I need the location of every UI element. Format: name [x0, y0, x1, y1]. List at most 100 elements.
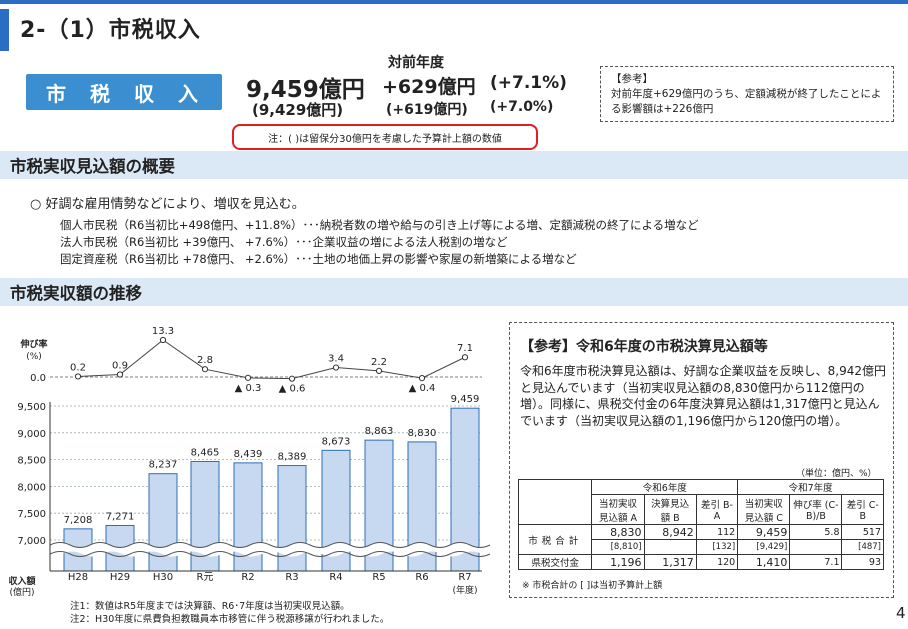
bar-value-label: 8,389 — [278, 452, 307, 463]
growth-label: ▲ 0.6 — [279, 384, 306, 395]
table-row: 県税交付金 1,196 1,317 120 1,410 7.1 93 — [517, 554, 884, 570]
y-tick-label: 9,000 — [17, 429, 46, 440]
growth-point — [201, 366, 209, 373]
table-cell: 1,196 — [591, 554, 645, 570]
table-cell-sub — [643, 539, 697, 555]
y-tick-label: 8,500 — [17, 456, 46, 467]
overview-bullet: ○ 好調な雇用情勢などにより、増収を見込む。 — [30, 197, 305, 212]
reference-r6-body: 令和6年度市税決算見込額は、好調な企業収益を反映し、8,942億円と見込んでいま… — [520, 364, 886, 428]
table-cell: 7.1 — [789, 554, 843, 570]
growth-axis-unit: (%) — [26, 352, 42, 362]
bar-value-label: 9,459 — [451, 394, 480, 405]
bar-value-label: 8,465 — [191, 447, 220, 458]
chart-note-2: 注2：H30年度に県費負担教職員本市移管に伴う税源移譲が行われました。 — [70, 614, 390, 625]
axis-break-line — [49, 542, 491, 548]
table-header: 伸び率 (C-B)/B — [789, 494, 843, 525]
axis-break-band — [42, 542, 490, 557]
y-tick-label: 7,000 — [17, 536, 46, 547]
table-group-r7: 令和7年度 — [737, 479, 884, 495]
growth-label: 3.4 — [328, 354, 344, 365]
table-cell-sub: [9,429] — [737, 539, 791, 555]
yoy-amount: +629億円 — [382, 76, 476, 98]
table-header: 当初実収見込額 C — [737, 494, 791, 525]
bar-value-label: 8,237 — [149, 460, 178, 471]
growth-label: 2.8 — [197, 355, 213, 366]
trend-heading: 市税実収額の推移 — [0, 278, 908, 306]
table-cell: 1,410 — [737, 554, 791, 570]
y-tick-label: 9,500 — [17, 402, 46, 413]
reference-r6-unit: （単位：億円、%） — [796, 469, 877, 479]
table-cell: 8,942 — [643, 524, 697, 540]
table-header: 差引 B-A — [695, 494, 739, 525]
growth-label: 0.9 — [112, 360, 128, 371]
growth-line — [77, 339, 466, 380]
table-header: 決算見込額 B — [643, 494, 697, 525]
x-tick-label: R3 — [285, 572, 298, 583]
growth-point — [288, 375, 296, 382]
row-label: 県税交付金 — [517, 554, 593, 570]
growth-zero-label: 0.0 — [30, 373, 46, 384]
overview-item-property-tax: 固定資産税（R6当初比 +78億円、 +2.6%）･･･土地の地価上昇の影響や家… — [60, 252, 577, 266]
budget-note: 注：( )は留保分30億円を考慮した予算計上額の数値 — [232, 124, 538, 150]
title-bar — [0, 0, 908, 52]
x-tick-label: R5 — [372, 572, 385, 583]
title-accent — [0, 9, 9, 51]
reference-r6-title: 【参考】令和6年度の市税決算見込額等 — [520, 339, 768, 355]
revenue-chart: 9,500 9,000 8,500 8,000 7,500 7,000 7,208 7,271… — [8, 326, 491, 598]
overview-heading: 市税実収見込額の概要 — [0, 151, 908, 179]
x-tick-label: R元 — [197, 572, 214, 583]
reference-r6-box — [509, 322, 894, 598]
growth-point — [461, 354, 469, 361]
growth-point — [244, 374, 252, 381]
axis-break-line — [49, 551, 491, 557]
table-cell: 5.8 — [789, 524, 843, 540]
yoy-amount-budget: (+619億円) — [386, 102, 468, 118]
table-cell: 8,830 — [591, 524, 645, 540]
table-cell: 517 — [841, 524, 884, 540]
growth-label: 7.1 — [457, 343, 473, 354]
bar-value-label: 8,439 — [234, 449, 263, 460]
bar-value-label: 8,673 — [322, 436, 351, 447]
growth-point — [418, 375, 426, 382]
revenue-amount-budget: (9,429億円) — [252, 101, 344, 119]
page-number: 4 — [896, 604, 906, 622]
growth-label: ▲ 0.3 — [235, 383, 262, 394]
table-group-r6: 令和6年度 — [591, 479, 739, 495]
x-tick-label: H29 — [110, 572, 130, 583]
y-axis-unit: (億円) — [9, 586, 34, 598]
table-cell-sub: [487] — [841, 539, 884, 555]
table-cell-sub — [789, 539, 843, 555]
revenue-badge: 市税収入 — [26, 74, 222, 110]
chart-note-1: 注1：数値はR5年度までは決算額、R6･7年度は当初実収見込額。 — [70, 601, 350, 612]
table-cell: 9,459 — [737, 524, 791, 540]
growth-label: 2.2 — [371, 357, 387, 368]
x-tick-label: R4 — [329, 572, 342, 583]
reference-r6-table: 令和6年度 令和7年度 当初実収見込額 A 決算見込額 B 差引 B-A 当初実… — [517, 479, 884, 570]
yoy-pct: (+7.1%) — [490, 73, 567, 93]
x-unit-label: (年度) — [452, 584, 477, 596]
table-cell: 1,317 — [643, 554, 697, 570]
reference-body: 対前年度+629億円のうち、定額減税が終了したことによる影響額は+226億円 — [611, 88, 882, 115]
reference-box: 【参考】 対前年度+629億円のうち、定額減税が終了したことによる影響額は+22… — [600, 66, 894, 122]
y-tick-label: 7,500 — [17, 509, 46, 520]
overview-item-resident-tax: 個人市民税（R6当初比+498億円、+11.8%）･･･納税者数の増や給与の引き… — [60, 218, 699, 232]
growth-point — [375, 367, 383, 374]
x-tick-label: H28 — [68, 572, 88, 583]
x-tick-label: H30 — [153, 572, 173, 583]
y-axis-title: 収入額 — [8, 575, 35, 587]
growth-label: 13.3 — [152, 326, 174, 337]
table-header: 差引 C-B — [841, 494, 884, 525]
growth-label: ▲ 0.4 — [409, 383, 436, 394]
y-tick-label: 8,000 — [17, 482, 46, 493]
bar-value-label: 7,208 — [64, 515, 93, 526]
revenue-amount: 9,459億円 — [246, 77, 365, 103]
row-label: 市税合計 — [517, 524, 593, 555]
growth-axis-title: 伸び率 — [19, 338, 47, 350]
table-cell: 112 — [695, 524, 739, 540]
table-corner — [517, 479, 593, 525]
table-cell-sub: [132] — [695, 539, 739, 555]
bar-value-label: 8,830 — [408, 428, 437, 439]
x-tick-label: R6 — [415, 572, 428, 583]
x-tick-label: R7 — [458, 572, 471, 583]
overview-item-corporate-tax: 法人市民税（R6当初比 +39億円、 +7.6%）･･･企業収益の増による法人税… — [60, 235, 508, 249]
